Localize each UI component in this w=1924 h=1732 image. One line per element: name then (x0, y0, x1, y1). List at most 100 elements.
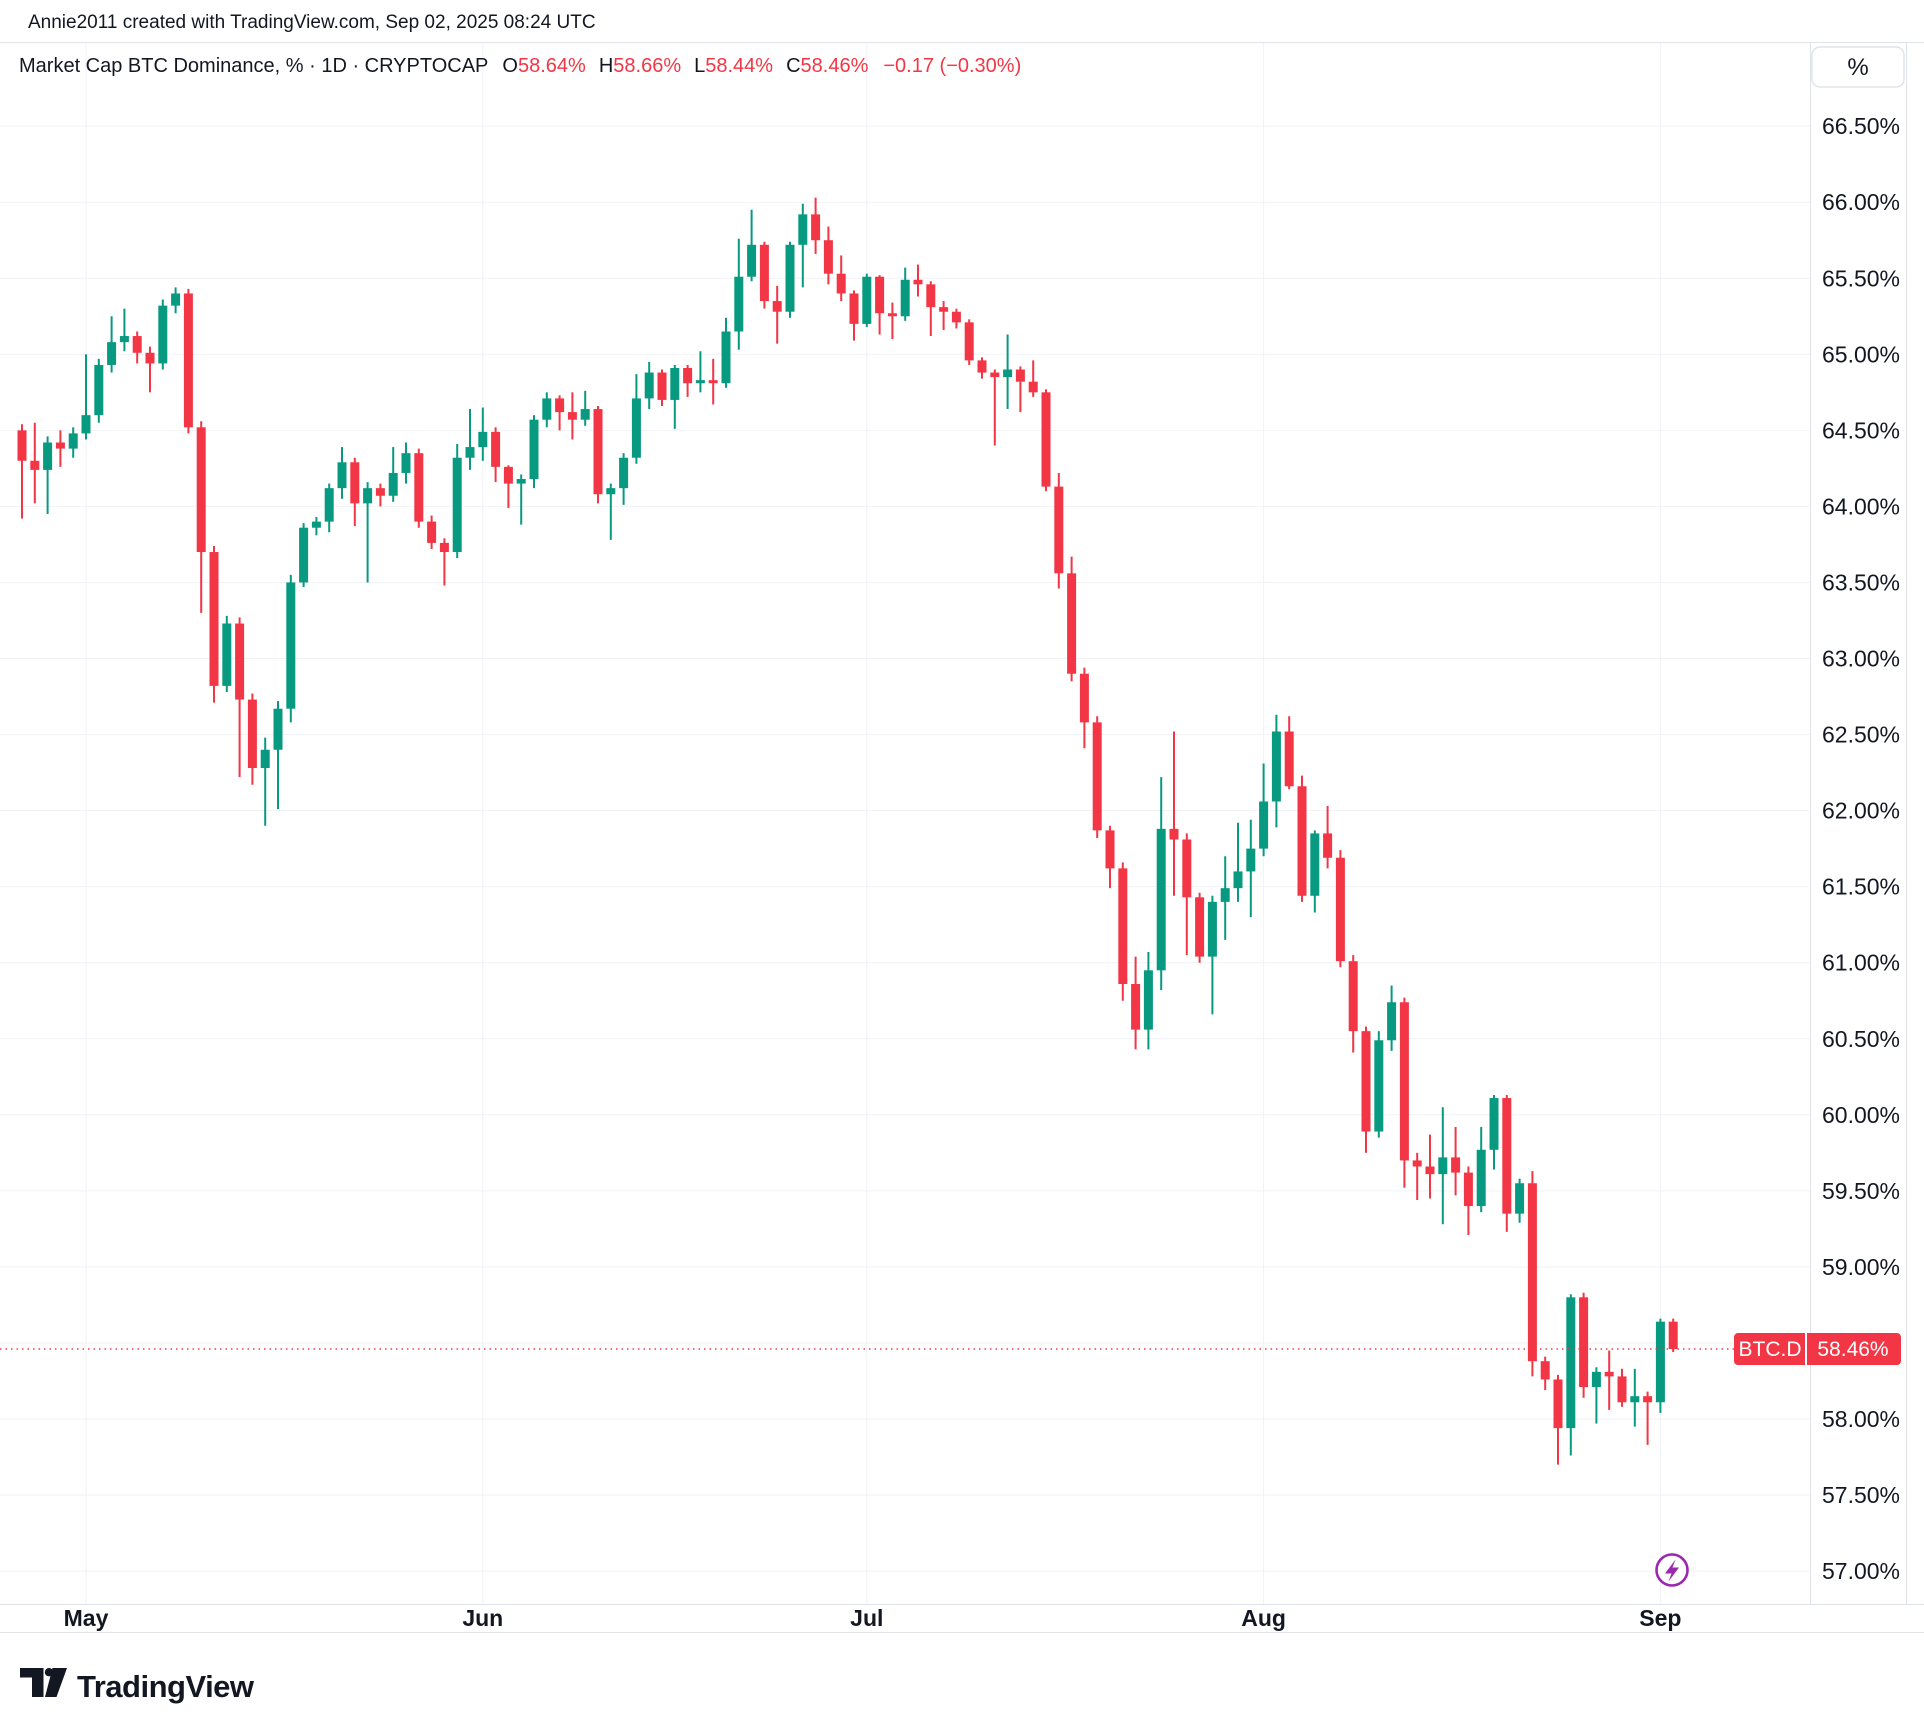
price-axis-label: 61.50% (1822, 874, 1900, 900)
logo-mark-1 (20, 1668, 44, 1697)
candle (1348, 955, 1358, 1053)
candle (644, 361, 654, 410)
candle-body (299, 527, 309, 583)
candle (503, 465, 513, 508)
price-axis-label: 64.00% (1822, 493, 1900, 519)
candle (414, 448, 424, 528)
candle (465, 409, 475, 470)
candle-body (401, 453, 411, 473)
price-scale-percent-button[interactable]: % (1811, 46, 1905, 88)
candle (939, 301, 949, 330)
candle (145, 346, 155, 393)
pane-borders (0, 42, 1924, 1633)
candle-body (1079, 673, 1089, 723)
lightning-bolt-glyph (1665, 1559, 1679, 1582)
candle-body (900, 279, 910, 317)
candle-body (759, 244, 769, 302)
candle (1143, 952, 1153, 1050)
candle-body (1387, 1002, 1397, 1041)
candle-body (990, 372, 1000, 378)
candle (1502, 1095, 1512, 1232)
candle-body (145, 352, 155, 364)
candle (1054, 472, 1064, 589)
candle (1399, 997, 1409, 1188)
candle-body (798, 214, 808, 245)
price-axis-label: 60.50% (1822, 1026, 1900, 1052)
candle-body (107, 342, 117, 365)
candle (350, 457, 360, 527)
lightning-icon[interactable] (1655, 1553, 1689, 1587)
candle-body (1617, 1376, 1627, 1403)
candle (55, 430, 65, 467)
candle-body (119, 336, 129, 343)
candle (555, 395, 565, 431)
candle (1297, 775, 1307, 902)
candle-body (94, 364, 104, 416)
candle (785, 241, 795, 318)
price-axis-label: 63.00% (1822, 646, 1900, 672)
price-axis-label: 64.50% (1822, 417, 1900, 443)
price-axis-label: 60.00% (1822, 1102, 1900, 1128)
candle-body (1643, 1396, 1653, 1403)
candle (849, 290, 859, 341)
badge-background (1734, 1333, 1901, 1366)
candle-body (1169, 828, 1179, 840)
last-price-badge: BTC.D 58.46% (1734, 1333, 1901, 1366)
chart-legend[interactable]: Market Cap BTC Dominance, % · 1D · CRYPT… (19, 55, 1021, 78)
candle-body (171, 293, 181, 306)
price-axis[interactable]: 66.50% 66.00% 65.50% 65.00% 64.50% 64.00% 63.5… (1822, 113, 1900, 1584)
price-pane[interactable] (17, 197, 1678, 1465)
candle-body (964, 322, 974, 361)
candle-body (17, 430, 27, 461)
legend-symbol-title[interactable]: Market Cap BTC Dominance, % · 1D · CRYPT… (19, 55, 489, 77)
candle-body (1348, 961, 1358, 1032)
candle (1540, 1356, 1550, 1391)
tradingview-logo[interactable]: TradingView (20, 1668, 255, 1704)
candle-body (1195, 897, 1205, 957)
candle-body (644, 372, 654, 399)
candle-body (939, 307, 949, 312)
candle-body (55, 442, 65, 449)
candle (1463, 1166, 1473, 1235)
candle-body (1054, 486, 1064, 574)
badge-symbol: BTC.D (1739, 1338, 1802, 1361)
legend-close: C58.46% (786, 55, 869, 77)
candle-body (1566, 1297, 1576, 1429)
candle (222, 615, 232, 692)
candle-body (1105, 830, 1115, 869)
candle-body (1246, 848, 1256, 872)
candle-body (977, 360, 987, 373)
candle-body (887, 313, 897, 317)
candle (1105, 825, 1115, 889)
time-axis[interactable]: May Jun Jul Aug Sep (64, 1605, 1682, 1631)
candle (273, 701, 283, 810)
candle-body (1041, 392, 1051, 487)
candle-body (247, 699, 257, 769)
candle-body (452, 457, 462, 553)
price-axis-label: 66.50% (1822, 113, 1900, 139)
candle-body (1502, 1098, 1512, 1214)
candle-body (30, 460, 40, 470)
candle (43, 436, 53, 515)
candle (196, 421, 206, 613)
candle-body (836, 273, 846, 294)
candle (311, 517, 321, 536)
logo-mark-7 (45, 1668, 67, 1697)
badge-price: 58.46% (1817, 1338, 1888, 1361)
candle (1668, 1318, 1678, 1353)
candle (1387, 985, 1397, 1051)
price-axis-label: 59.50% (1822, 1178, 1900, 1204)
candle (183, 288, 193, 434)
candle-body (1220, 888, 1230, 902)
percent-button-box[interactable] (1811, 46, 1905, 88)
candle-body (606, 488, 616, 495)
candle (17, 424, 27, 519)
candle-body (81, 415, 91, 434)
price-axis-label: 61.00% (1822, 950, 1900, 976)
candle (1015, 366, 1025, 413)
candle-body (1015, 369, 1025, 382)
price-axis-label: 59.00% (1822, 1254, 1900, 1280)
candle (811, 197, 821, 254)
candle (516, 474, 526, 525)
